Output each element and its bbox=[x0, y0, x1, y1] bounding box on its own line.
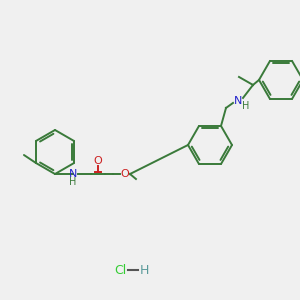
Text: Cl: Cl bbox=[114, 263, 126, 277]
Text: H: H bbox=[69, 177, 77, 187]
Text: N: N bbox=[234, 96, 242, 106]
Text: O: O bbox=[94, 156, 102, 166]
Text: H: H bbox=[139, 263, 149, 277]
Text: N: N bbox=[69, 169, 77, 179]
Text: H: H bbox=[242, 101, 250, 111]
Text: O: O bbox=[121, 169, 129, 179]
